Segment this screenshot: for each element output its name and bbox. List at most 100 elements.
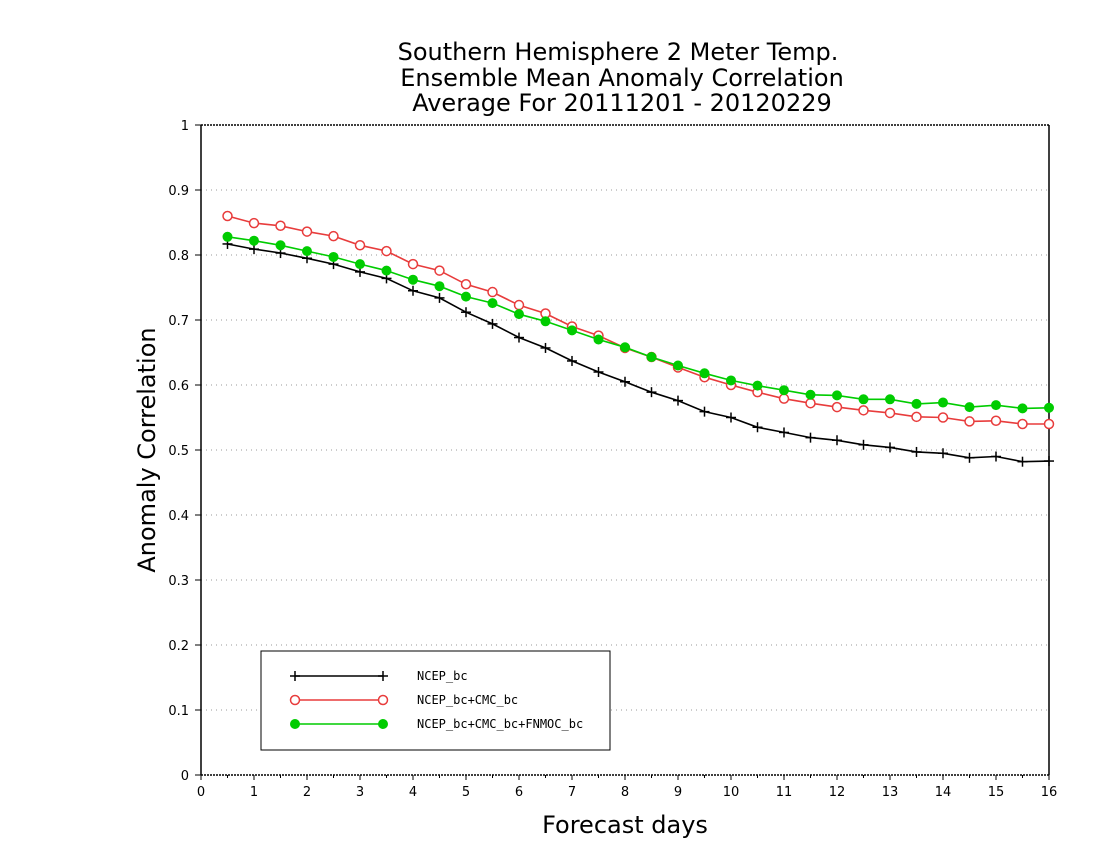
data-point-2-30 bbox=[1017, 403, 1028, 414]
series-line-0 bbox=[227, 243, 1050, 463]
data-point-0-12 bbox=[540, 342, 551, 353]
data-point-0-17 bbox=[673, 395, 683, 406]
legend-label-0: NCEP_bc bbox=[417, 669, 468, 683]
data-point-2-10 bbox=[487, 298, 498, 309]
series-1 bbox=[222, 210, 1055, 430]
y-tick-label-7: 0.7 bbox=[168, 314, 189, 329]
series-line-1 bbox=[227, 215, 1049, 425]
data-point-0-31 bbox=[1044, 456, 1054, 467]
data-point-1-4 bbox=[328, 230, 339, 242]
data-point-2-2 bbox=[275, 240, 286, 251]
data-point-1-8 bbox=[434, 265, 445, 276]
data-point-2-11 bbox=[514, 309, 524, 320]
x-tick-label-15: 15 bbox=[988, 785, 1005, 800]
data-point-1-23 bbox=[831, 401, 843, 413]
data-point-0-15 bbox=[620, 376, 630, 387]
y-tick-label-4: 0.4 bbox=[168, 509, 189, 524]
x-axis-label: Forecast days bbox=[542, 811, 708, 839]
legend-marker-start-1 bbox=[289, 694, 301, 706]
y-axis-label: Anomaly Correlation bbox=[133, 327, 161, 572]
data-point-1-2 bbox=[275, 220, 286, 231]
legend-entry-2: NCEP_bc+CMC_bc+FNMOC_bc bbox=[290, 717, 583, 731]
x-tick-label-2: 2 bbox=[303, 785, 311, 800]
x-tick-label-8: 8 bbox=[621, 785, 629, 800]
data-point-1-7 bbox=[407, 258, 419, 270]
data-point-1-0 bbox=[222, 210, 233, 222]
data-point-0-16 bbox=[646, 387, 657, 398]
data-point-1-10 bbox=[487, 286, 498, 298]
data-point-2-18 bbox=[699, 368, 710, 379]
data-point-1-11 bbox=[513, 299, 525, 311]
data-point-1-24 bbox=[858, 405, 869, 416]
data-point-2-28 bbox=[964, 402, 975, 413]
data-point-2-27 bbox=[938, 397, 948, 408]
chart-title: Southern Hemisphere 2 Meter Temp. Ensemb… bbox=[398, 38, 844, 117]
data-point-0-26 bbox=[911, 446, 922, 457]
y-tick-label-6: 0.6 bbox=[168, 379, 189, 394]
y-tick-label-9: 0.9 bbox=[168, 184, 189, 199]
data-point-2-31 bbox=[1044, 402, 1054, 413]
legend-label-1: NCEP_bc+CMC_bc bbox=[417, 693, 518, 707]
legend-marker-start-0 bbox=[290, 671, 300, 681]
legend-label-2: NCEP_bc+CMC_bc+FNMOC_bc bbox=[417, 717, 583, 731]
data-point-1-6 bbox=[381, 245, 392, 257]
y-tick-label-3: 0.3 bbox=[168, 574, 189, 589]
data-point-1-5 bbox=[354, 240, 366, 251]
series-2 bbox=[222, 231, 1054, 414]
legend-marker-end-0 bbox=[378, 671, 388, 681]
data-point-2-20 bbox=[752, 380, 763, 391]
data-point-2-9 bbox=[461, 291, 471, 302]
data-point-1-25 bbox=[884, 407, 896, 419]
y-tick-label-10: 1 bbox=[181, 119, 189, 134]
data-point-1-22 bbox=[805, 397, 816, 409]
series-line-2 bbox=[227, 236, 1050, 410]
y-axis-ticks: 0 0.1 0.2 0.3 0.4 0.5 0.6 0.7 0.8 0.9 1 bbox=[168, 119, 201, 784]
data-point-1-27 bbox=[937, 412, 949, 423]
x-tick-label-1: 1 bbox=[250, 785, 258, 800]
legend-marker-end-1 bbox=[377, 694, 389, 706]
data-point-1-31 bbox=[1043, 418, 1055, 430]
data-point-0-1 bbox=[249, 244, 259, 255]
data-point-2-19 bbox=[726, 375, 736, 386]
data-point-2-3 bbox=[302, 246, 312, 257]
data-point-0-28 bbox=[964, 452, 975, 463]
data-point-2-7 bbox=[408, 274, 418, 285]
x-tick-label-11: 11 bbox=[776, 785, 793, 800]
data-point-1-9 bbox=[460, 279, 472, 290]
y-tick-label-8: 0.8 bbox=[168, 249, 189, 264]
data-point-0-22 bbox=[805, 432, 816, 443]
grid bbox=[201, 189, 1049, 711]
data-point-2-26 bbox=[911, 398, 922, 409]
data-point-2-5 bbox=[355, 259, 365, 270]
legend-marker-end-2 bbox=[378, 719, 388, 729]
x-tick-label-16: 16 bbox=[1041, 785, 1058, 800]
data-point-2-17 bbox=[673, 360, 683, 371]
data-point-0-11 bbox=[514, 332, 524, 343]
data-point-2-15 bbox=[620, 342, 630, 353]
chart-title-line-3: Average For 20111201 - 20120229 bbox=[412, 89, 832, 117]
x-tick-label-0: 0 bbox=[197, 785, 205, 800]
x-axis-ticks: 0 1 2 3 4 5 6 7 8 9 10 11 12 13 14 15 16 bbox=[197, 775, 1057, 800]
x-tick-label-6: 6 bbox=[515, 785, 523, 800]
data-point-2-0 bbox=[222, 231, 233, 242]
y-tick-label-1: 0.1 bbox=[168, 704, 189, 719]
x-tick-label-10: 10 bbox=[723, 785, 740, 800]
data-point-2-13 bbox=[567, 325, 577, 336]
data-point-0-18 bbox=[699, 406, 710, 417]
data-point-2-16 bbox=[646, 352, 657, 363]
chart-title-line-2: Ensemble Mean Anomaly Correlation bbox=[400, 64, 844, 92]
data-point-0-14 bbox=[593, 367, 604, 377]
chart-title-line-1: Southern Hemisphere 2 Meter Temp. bbox=[398, 38, 839, 66]
data-point-2-25 bbox=[885, 394, 895, 405]
data-point-1-28 bbox=[964, 416, 975, 427]
data-point-0-30 bbox=[1017, 456, 1028, 467]
data-point-0-7 bbox=[408, 285, 418, 296]
y-tick-label-5: 0.5 bbox=[168, 444, 189, 459]
data-point-2-22 bbox=[805, 389, 816, 400]
x-tick-label-5: 5 bbox=[462, 785, 470, 800]
data-point-2-8 bbox=[434, 281, 445, 292]
x-tick-label-3: 3 bbox=[356, 785, 364, 800]
data-point-1-26 bbox=[911, 411, 922, 423]
data-point-2-12 bbox=[540, 316, 551, 327]
